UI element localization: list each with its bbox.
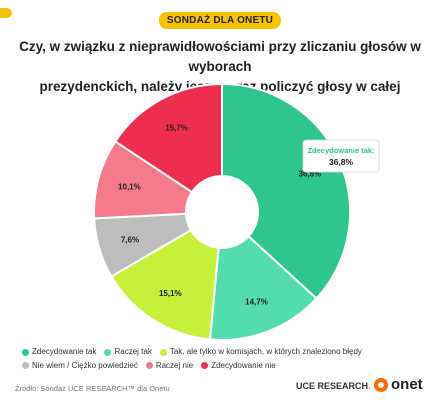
- slice-label-2: 15,1%: [159, 289, 182, 298]
- legend-label-4: Raczej nie: [155, 360, 194, 370]
- slice-label-5: 15,7%: [165, 123, 188, 132]
- chart-title-line-1: Czy, w związku z nieprawidłowościami prz…: [19, 39, 421, 74]
- source-note: Źródło: Sondaż UCE RESEARCH™ dla Onetu: [15, 384, 170, 393]
- legend-swatch-2: [159, 348, 167, 356]
- uce-research-dot: .: [368, 381, 371, 391]
- legend-swatch-1: [104, 348, 112, 356]
- legend-item-1[interactable]: Raczej tak: [104, 346, 152, 358]
- slice-0[interactable]: [221, 82, 351, 300]
- slice-label-0: 36,8%: [299, 169, 322, 178]
- slice-label-1: 14,7%: [245, 298, 268, 307]
- slice-label-3: 7,6%: [121, 235, 139, 244]
- legend-item-5[interactable]: Zdecydowanie nie: [201, 360, 276, 372]
- corner-logo: [0, 8, 12, 18]
- onet-logo: onet: [374, 376, 423, 393]
- slice-tooltip: Zdecydowanie tak: 36,8%: [302, 139, 380, 173]
- legend-label-0: Zdecydowanie tak: [32, 347, 97, 356]
- slice-label-4: 10,1%: [118, 183, 141, 192]
- uce-research-logo: UCE RESEARCH.: [296, 381, 371, 391]
- legend-label-1: Raczej tak: [114, 347, 152, 356]
- tooltip-value: 36,8%: [329, 157, 354, 167]
- legend-swatch-0: [22, 348, 29, 356]
- legend-swatch-3: [22, 362, 29, 369]
- survey-badge: SONDAŻ DLA ONETU: [158, 12, 282, 29]
- onet-logo-text: onet: [391, 376, 423, 393]
- chart-legend: Zdecydowanie tak Raczej tak Tak, ale tylko…: [22, 346, 432, 373]
- slice-2[interactable]: [110, 228, 220, 341]
- legend-item-3[interactable]: Nie wiem / Ciężko powiedzieć: [22, 360, 138, 372]
- onet-logo-icon: [374, 377, 388, 392]
- legend-label-2: Tak, ale tylko w komisjach, w których zn…: [169, 347, 362, 356]
- legend-swatch-5: [201, 362, 209, 369]
- slice-1[interactable]: [208, 234, 318, 341]
- legend-item-2[interactable]: Tak, ale tylko w komisjach, w których zn…: [159, 346, 362, 358]
- tooltip-title: Zdecydowanie tak:: [307, 146, 374, 155]
- legend-swatch-4: [145, 362, 153, 369]
- legend-item-0[interactable]: Zdecydowanie tak: [22, 346, 96, 358]
- tooltip-box: [302, 139, 380, 173]
- slice-5[interactable]: [113, 82, 223, 194]
- uce-research-text: UCE RESEARCH: [296, 381, 369, 391]
- legend-label-3: Nie wiem / Ciężko powiedzieć: [32, 360, 138, 370]
- legend-item-4[interactable]: Raczej nie: [145, 360, 194, 372]
- legend-label-5: Zdecydowanie nie: [211, 360, 276, 370]
